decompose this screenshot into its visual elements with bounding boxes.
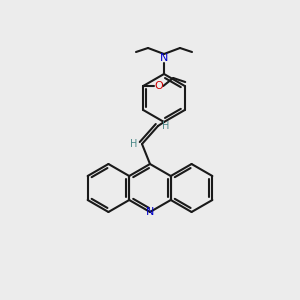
Text: H: H <box>162 121 170 131</box>
Text: N: N <box>146 207 154 217</box>
Text: N: N <box>160 53 168 63</box>
Text: O: O <box>155 81 164 91</box>
Text: H: H <box>130 139 138 149</box>
